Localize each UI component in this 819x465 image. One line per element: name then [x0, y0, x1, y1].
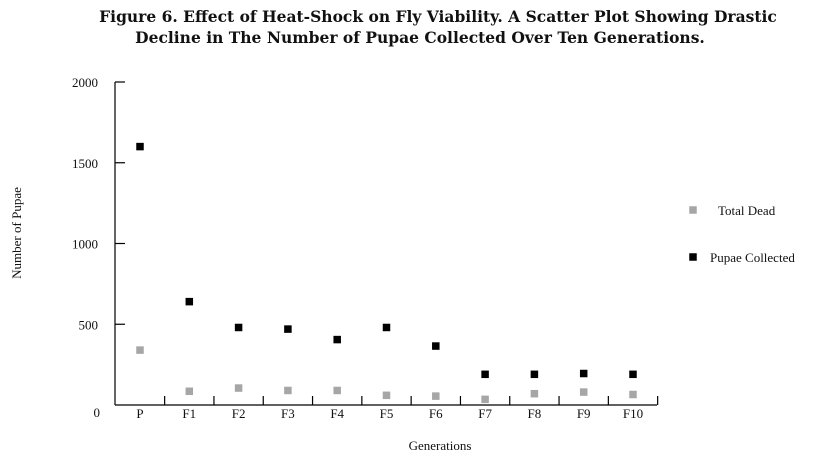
pupae-collected-point-F7	[481, 370, 489, 379]
pupae-collected-point-F1	[185, 297, 194, 306]
total-dead-point-F2	[234, 384, 243, 392]
y-axis-label: Number of Pupae	[9, 187, 24, 279]
pupae-collected-point-F4	[333, 335, 341, 344]
total-dead-point-F5	[382, 391, 391, 400]
pupae-collected-point-F10	[629, 370, 637, 379]
total-dead-point-F1	[185, 387, 194, 396]
total-dead-point-F9	[579, 388, 588, 396]
pupae-collected-point-F6	[432, 342, 440, 350]
x-tick-label: F3	[281, 406, 295, 421]
total-dead-point-F10	[629, 390, 637, 399]
data-points	[136, 142, 637, 404]
total-dead-point-F8	[530, 389, 539, 398]
axes	[114, 82, 657, 406]
x-tick-label: F8	[528, 406, 542, 421]
x-tick-label: F6	[429, 406, 443, 421]
chart-title-line-2: Decline in The Number of Pupae Collected…	[135, 28, 705, 47]
total-dead-point-F4	[333, 386, 341, 395]
pupae-collected-point-P	[136, 142, 144, 151]
legend: Total Dead Pupae Collected	[689, 203, 795, 265]
y-tick-label: 0	[94, 405, 101, 420]
y-ticks: 0 500 1000 1500 2000	[72, 75, 125, 420]
x-ticks: P F1 F2 F3 F4 F5 F6 F7 F8 F9 F10	[136, 396, 659, 421]
pupae-collected-point-F9	[579, 369, 588, 378]
x-tick-label: P	[136, 406, 143, 421]
total-dead-point-F6	[432, 392, 440, 400]
pupae-collected-point-F3	[284, 325, 292, 333]
x-tick-label: F4	[330, 406, 344, 421]
pupae-collected-point-F5	[382, 323, 391, 332]
total-dead-point-F3	[284, 386, 292, 395]
x-tick-label: F5	[380, 406, 394, 421]
y-tick-label: 500	[79, 317, 99, 332]
pupae-collected-point-F8	[530, 370, 539, 379]
legend-swatch-total-dead	[689, 206, 697, 214]
y-tick-label: 2000	[72, 75, 98, 90]
x-tick-label: F1	[182, 406, 196, 421]
legend-label-pupae-collected: Pupae Collected	[710, 250, 795, 265]
x-tick-label: F9	[577, 406, 591, 421]
x-tick-label: F7	[478, 406, 492, 421]
pupae-collected-point-F2	[234, 323, 243, 332]
y-tick-label: 1000	[72, 237, 98, 252]
x-tick-label: F2	[232, 406, 246, 421]
legend-label-total-dead: Total Dead	[718, 203, 776, 218]
x-axis-label: Generations	[409, 438, 472, 453]
y-tick-label: 1500	[72, 156, 98, 171]
total-dead-point-P	[136, 346, 144, 354]
x-tick-label: F10	[623, 406, 643, 421]
total-dead-point-F7	[481, 395, 489, 404]
chart-title-line-1: Figure 6. Effect of Heat-Shock on Fly Vi…	[99, 7, 777, 26]
legend-swatch-pupae-collected	[689, 253, 697, 261]
